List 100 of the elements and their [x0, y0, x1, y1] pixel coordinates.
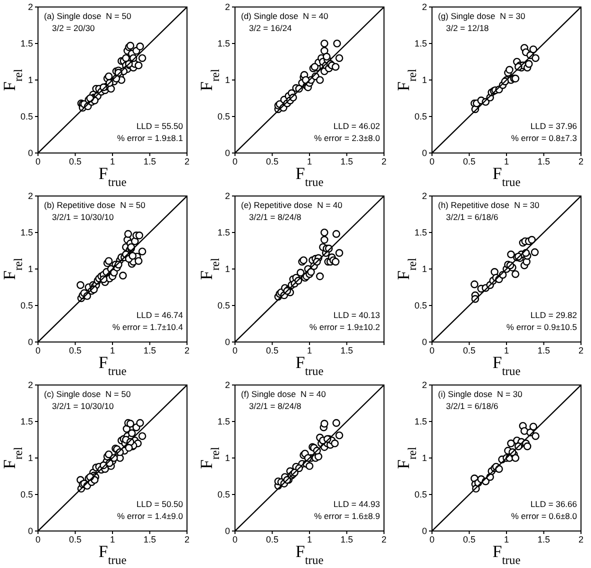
- annotation: LLD = 46.02: [332, 120, 380, 132]
- annotation: LLD = 46.74: [135, 309, 183, 321]
- annotation: LLD = 29.82: [529, 309, 577, 321]
- point: [524, 60, 533, 68]
- annotation: LLD = 44.93: [332, 498, 380, 510]
- y-tick-label: 2: [224, 2, 230, 12]
- point: [512, 454, 520, 462]
- x-tick-label: 1: [504, 156, 510, 166]
- annotation: % error = 1.9±8.1: [117, 132, 183, 144]
- x-tick-label: 2: [578, 534, 584, 544]
- point: [296, 268, 304, 277]
- point: [470, 280, 478, 288]
- y-tick-label: 1: [28, 264, 33, 274]
- x-axis-title: F$_{true}$: [492, 353, 520, 378]
- x-tick-label: 1: [306, 534, 312, 544]
- y-tick-label: 0: [224, 337, 230, 348]
- y-tick-label: 1: [422, 75, 427, 86]
- point: [512, 270, 520, 278]
- annotation: % error = 1.7±10.4: [112, 321, 183, 333]
- x-tick-label: 1.5: [143, 156, 156, 166]
- x-tick-label: 0.5: [68, 345, 82, 356]
- y-tick-label: 0: [224, 526, 230, 536]
- x-tick-label: 1.5: [537, 345, 550, 356]
- y-tick-label: 0.5: [414, 300, 427, 311]
- point: [320, 40, 328, 48]
- y-tick-label: 1.5: [414, 38, 427, 49]
- annotation: LLD = 50.50: [135, 498, 183, 510]
- y-tick-label: 0.5: [414, 112, 427, 122]
- x-axis-title: F$_{true}$: [98, 164, 126, 189]
- point: [335, 431, 344, 440]
- annotation: (h) Repetitive dose N = 30: [438, 199, 540, 211]
- point: [128, 429, 136, 438]
- y-tick-label: 2: [224, 191, 230, 202]
- point: [138, 432, 146, 440]
- point: [507, 440, 515, 448]
- y-tick-label: 1.5: [414, 228, 427, 238]
- point: [104, 450, 113, 458]
- annotation: % error = 0.6±8.0: [511, 510, 577, 522]
- annotation: % error = 2.3±8.0: [314, 132, 380, 144]
- y-tick-label: 1: [28, 453, 33, 464]
- x-tick-label: 2: [381, 534, 387, 544]
- x-tick-label: 0: [35, 534, 41, 544]
- x-tick-label: 0: [232, 156, 238, 166]
- point: [322, 52, 331, 61]
- y-tick-label: 0: [28, 526, 33, 536]
- annotation: (f) Single dose N = 40: [241, 388, 326, 400]
- x-tick-label: 0.5: [462, 534, 476, 544]
- x-tick-label: 2: [184, 156, 190, 166]
- y-tick-label: 2: [422, 2, 427, 12]
- x-tick-label: 2: [184, 534, 190, 544]
- point: [136, 419, 144, 427]
- annotation: (e) Repetitive dose N = 40: [241, 199, 342, 211]
- point: [306, 462, 314, 470]
- point: [532, 54, 540, 62]
- x-tick-label: 0.5: [266, 534, 279, 544]
- annotation: % error = 1.9±10.2: [309, 321, 380, 333]
- annotation: 3/2 = 20/30: [51, 22, 96, 34]
- x-tick-label: 1.5: [537, 156, 550, 166]
- y-tick-label: 0.5: [217, 490, 230, 500]
- annotation: 3/2 = 12/18: [445, 22, 490, 34]
- x-tick-label: 0: [35, 156, 41, 166]
- annotation: LLD = 40.13: [332, 309, 380, 321]
- point: [119, 272, 127, 280]
- y-tick-label: 2: [28, 191, 33, 202]
- x-tick-label: 1: [306, 156, 312, 166]
- y-tick-label: 2: [28, 2, 33, 12]
- point: [320, 46, 328, 55]
- point: [332, 419, 340, 427]
- point: [104, 72, 113, 80]
- x-tick-label: 0.5: [68, 534, 82, 544]
- point: [134, 257, 142, 265]
- annotation: (c) Single dose N = 50: [44, 388, 131, 400]
- annotation: (b) Repetitive dose N = 50: [44, 199, 146, 211]
- point: [104, 257, 113, 265]
- annotation: 3/2/1 = 10/30/10: [51, 400, 115, 412]
- y-tick-label: 1.5: [414, 416, 427, 427]
- point: [320, 236, 328, 244]
- point: [528, 236, 536, 244]
- x-tick-label: 1.5: [143, 345, 156, 356]
- x-axis-title: F$_{true}$: [492, 164, 520, 189]
- point: [316, 76, 324, 84]
- x-axis-title: F$_{true}$: [296, 353, 324, 378]
- y-tick-label: 0: [422, 148, 427, 158]
- annotation: % error = 1.6±8.9: [314, 510, 380, 522]
- annotation: LLD = 37.96: [529, 120, 577, 132]
- y-tick-label: 1.5: [217, 228, 230, 238]
- annotation: (g) Single dose N = 30: [438, 10, 526, 22]
- x-tick-label: 0: [35, 345, 41, 356]
- annotation: 3/2/1 = 6/18/6: [445, 400, 500, 412]
- point: [320, 228, 328, 236]
- x-tick-label: 0: [232, 345, 238, 356]
- y-tick-label: 1.5: [20, 416, 33, 427]
- x-tick-label: 0.5: [266, 156, 279, 166]
- annotation: 3/2/1 = 6/18/6: [445, 211, 500, 223]
- annotation: 3/2 = 16/24: [248, 22, 293, 34]
- point: [532, 432, 540, 440]
- x-tick-label: 0: [429, 345, 435, 356]
- y-tick-label: 0.5: [20, 490, 33, 500]
- point: [529, 422, 538, 431]
- point: [332, 230, 340, 238]
